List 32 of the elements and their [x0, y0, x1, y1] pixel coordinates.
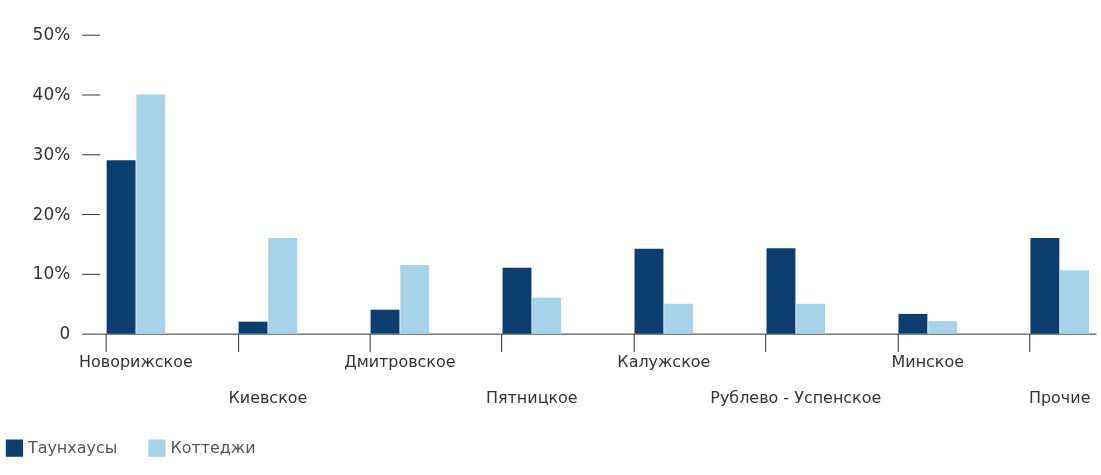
- bar: [1030, 237, 1060, 334]
- bar: [766, 248, 796, 334]
- bar: [136, 94, 166, 334]
- bar: [400, 264, 430, 334]
- y-tick-label: 10%: [32, 263, 71, 284]
- x-tick-label: Киевское: [228, 388, 308, 408]
- x-tick-label: Минское: [891, 351, 964, 371]
- bar: [634, 248, 664, 334]
- x-tick-label: Рублево - Успенское: [710, 388, 882, 408]
- bar: [370, 309, 400, 334]
- y-tick-label: 20%: [32, 203, 71, 224]
- y-tick-label: 0: [59, 323, 71, 344]
- bar: [1060, 270, 1090, 334]
- bar: [106, 160, 136, 334]
- x-tick-label: Пятницкое: [486, 388, 578, 408]
- bar: [664, 303, 694, 334]
- bar: [532, 297, 562, 334]
- bar: [268, 237, 298, 334]
- legend-label: Коттеджи: [170, 438, 256, 458]
- bar: [898, 313, 928, 334]
- y-tick-label: 30%: [32, 143, 71, 164]
- y-tick-label: 50%: [32, 24, 71, 45]
- x-tick-label: Прочие: [1029, 388, 1091, 408]
- y-tick-label: 40%: [32, 83, 71, 104]
- legend-label: Таунхаусы: [26, 438, 118, 458]
- x-tick-label: Дмитровское: [344, 351, 456, 371]
- bar: [238, 321, 268, 334]
- x-tick-label: Новорижское: [79, 351, 193, 371]
- bar: [928, 321, 958, 334]
- x-tick-label: Калужское: [617, 351, 711, 371]
- bar: [796, 303, 826, 334]
- bar: [502, 267, 532, 334]
